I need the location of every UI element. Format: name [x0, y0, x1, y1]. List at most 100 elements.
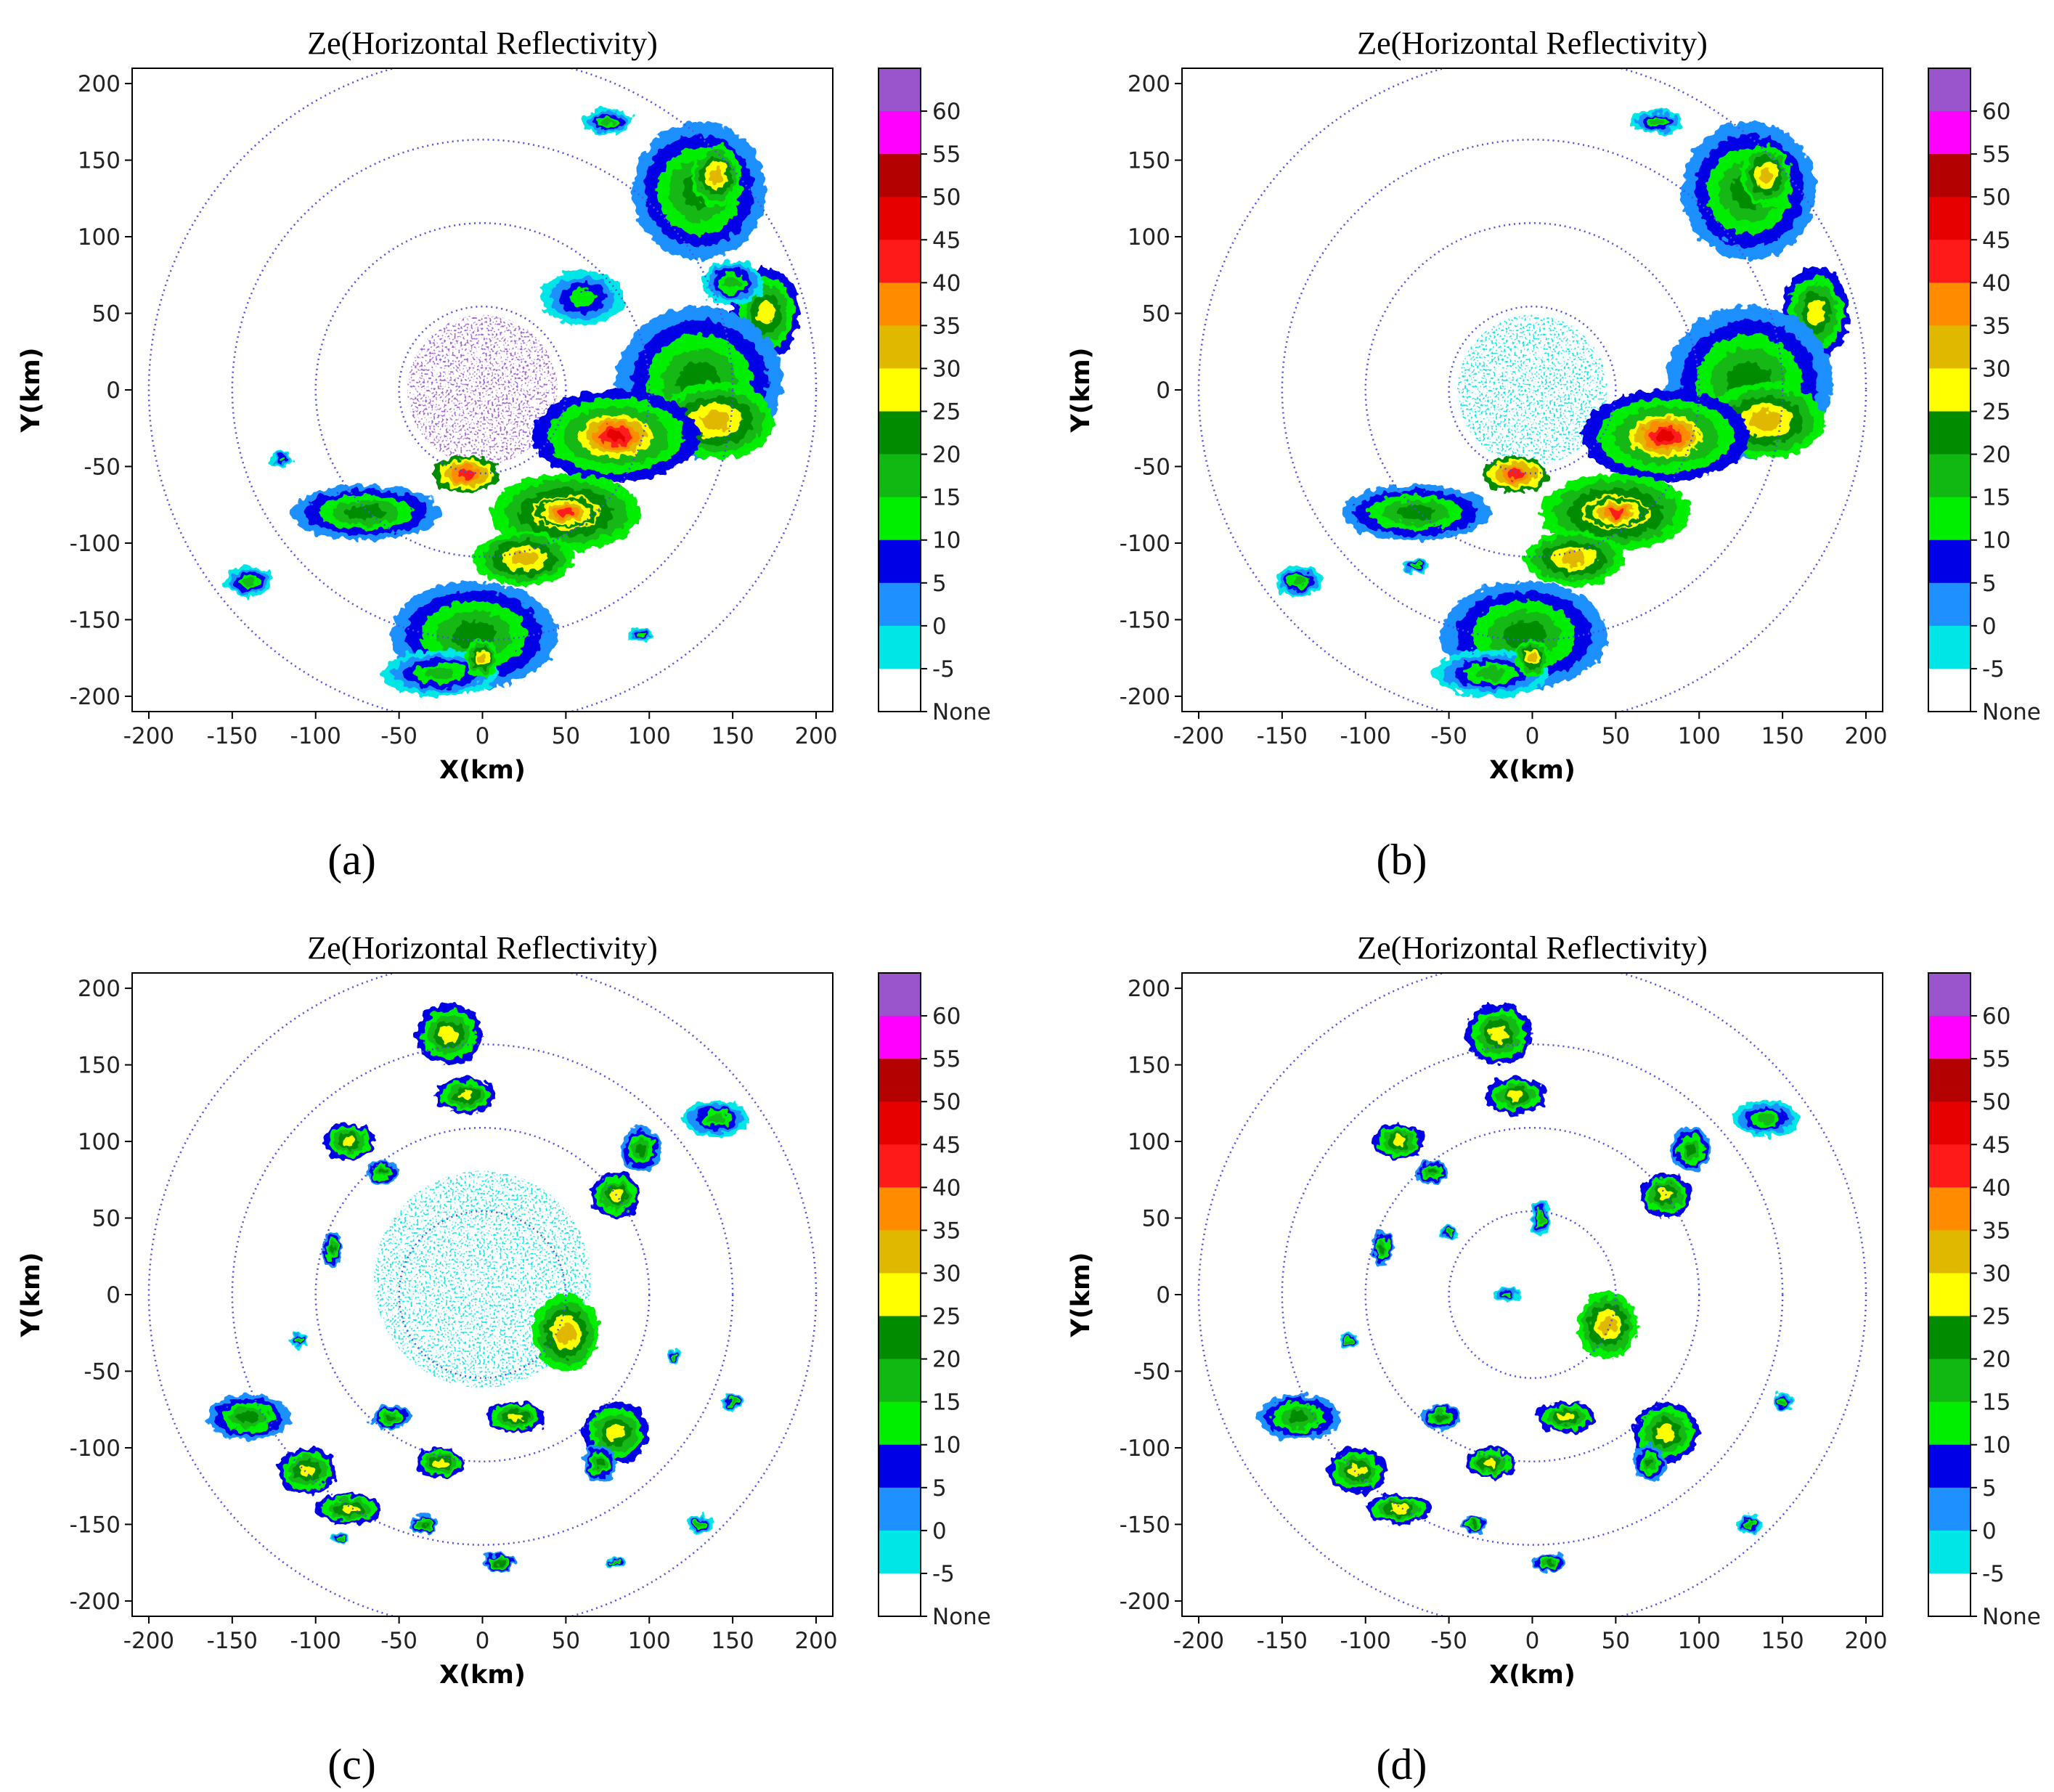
- echo-cell: [582, 1401, 650, 1464]
- echo-cell: [1482, 455, 1549, 493]
- y-tick-label: 100: [1128, 224, 1170, 251]
- echo-level-30: [701, 410, 732, 431]
- x-tick-label: 100: [1678, 1628, 1721, 1654]
- y-tick-label: 150: [1128, 148, 1170, 174]
- y-tick-label: -50: [1133, 1359, 1170, 1385]
- echo-level-25: [1484, 1459, 1497, 1467]
- y-tick-label: 50: [1142, 1206, 1170, 1232]
- colorbar-label: 5: [932, 1475, 947, 1502]
- colorbar-bin: [1928, 1016, 1971, 1059]
- x-tick-label: -150: [1257, 1628, 1308, 1654]
- x-tick-label: 150: [1761, 723, 1804, 749]
- echo-level-15: [243, 577, 256, 586]
- echo-cell: [1465, 1003, 1533, 1065]
- colorbar-label: 45: [932, 1132, 961, 1158]
- colorbar-bin: [1928, 282, 1971, 326]
- echo-layer: [1257, 1003, 1800, 1572]
- chart-title: Ze(Horizontal Reflectivity): [307, 930, 658, 966]
- clutter-speckle: [407, 314, 558, 465]
- y-tick-label: 0: [106, 1282, 121, 1308]
- colorbar-label: 55: [1982, 1046, 2010, 1072]
- echo-level-15: [1446, 1231, 1451, 1236]
- panel-a: -200 -150 -100 -50 0 50 100 150 200200150100500-…: [17, 25, 991, 884]
- y-tick-label: 100: [1128, 1129, 1170, 1155]
- echo-cell: [1632, 1444, 1666, 1482]
- colorbar-label: 55: [932, 1046, 961, 1072]
- x-tick-label: 200: [794, 1628, 837, 1654]
- y-tick-label: -100: [1120, 531, 1170, 557]
- colorbar-bin: [879, 1530, 921, 1574]
- echo-level-20: [1395, 505, 1435, 520]
- colorbar-label: 25: [1982, 399, 2010, 425]
- panel-d: -200 -150 -100 -50 0 50 100 150 200200150100500-…: [1067, 930, 2041, 1788]
- echo-cell: [1340, 484, 1491, 540]
- colorbar-label: 20: [932, 1347, 961, 1373]
- echo-cell: [666, 1348, 683, 1364]
- range-ring: [231, 139, 734, 641]
- echo-cell: [1365, 1494, 1432, 1525]
- y-tick-label: 150: [1128, 1053, 1170, 1079]
- colorbar-bin: [879, 368, 921, 412]
- x-tick-label: -150: [207, 723, 258, 749]
- colorbar-label: 10: [1982, 1433, 2010, 1459]
- y-tick-label: -150: [70, 1512, 121, 1538]
- echo-level-15: [1475, 667, 1506, 680]
- echo-cell: [579, 414, 653, 457]
- colorbar-bin: [879, 154, 921, 197]
- colorbar-label: 5: [1982, 1475, 1997, 1502]
- echo-level-15: [1292, 577, 1305, 586]
- echo-level-40: [558, 508, 574, 517]
- echo-cell: [1772, 1393, 1793, 1412]
- y-tick-label: 150: [78, 148, 121, 174]
- colorbar-label: 45: [1982, 1132, 2010, 1158]
- x-tick-label: -50: [380, 1628, 417, 1654]
- y-axis-label: Y(km): [1067, 1252, 1096, 1337]
- colorbar-label: None: [932, 1604, 991, 1630]
- echo-level-25: [434, 1459, 447, 1467]
- colorbar-bin: [1928, 1359, 1971, 1403]
- echo-cell: [1740, 144, 1791, 206]
- y-tick-label: -150: [1120, 607, 1170, 633]
- echo-level-15: [707, 1113, 725, 1123]
- colorbar-label: 5: [1982, 571, 1997, 597]
- colorbar-label: 50: [1982, 1089, 2010, 1115]
- colorbar-label: 60: [1982, 1003, 2010, 1030]
- x-tick-label: 100: [628, 723, 671, 749]
- range-ring: [1448, 305, 1617, 475]
- echo-level-30: [478, 653, 487, 663]
- echo-level-25: [1807, 301, 1825, 325]
- echo-cell: [682, 1100, 750, 1137]
- colorbar-bin: [1928, 240, 1971, 283]
- y-tick-label: -100: [70, 1435, 121, 1462]
- x-tick-label: -200: [1173, 1628, 1224, 1654]
- y-tick-label: -200: [70, 1589, 121, 1615]
- y-tick-label: 0: [106, 378, 121, 404]
- colorbar-bin: [1928, 1401, 1971, 1446]
- x-tick-label: -200: [1173, 723, 1224, 749]
- range-ring: [314, 221, 651, 558]
- colorbar-label: 5: [932, 571, 947, 597]
- echo-cell: [1340, 1332, 1358, 1348]
- echo-level-20: [385, 1414, 396, 1421]
- x-tick-label: -100: [1340, 723, 1391, 749]
- echo-level-30: [511, 551, 537, 566]
- y-tick-label: -100: [70, 531, 121, 557]
- colorbar-bin: [1928, 1187, 1971, 1231]
- panel-caption: (c): [327, 1740, 376, 1788]
- echo-cell: [1671, 1125, 1711, 1173]
- echo-level-25: [1390, 1504, 1408, 1513]
- echo-level-15: [1780, 1399, 1785, 1404]
- colorbar-label: 15: [1982, 1390, 2010, 1416]
- echo-level-15: [338, 1538, 343, 1541]
- echo-level-30: [709, 167, 723, 184]
- colorbar-bin: [1928, 1273, 1971, 1317]
- colorbar-bin: [1928, 1059, 1971, 1102]
- echo-cell: [1632, 109, 1683, 134]
- colorbar-label: 15: [1982, 485, 2010, 511]
- echo-cell: [277, 1447, 338, 1494]
- colorbar-bin: [879, 539, 921, 584]
- echo-level-20: [420, 1522, 428, 1527]
- colorbar-bin: [1928, 325, 1971, 369]
